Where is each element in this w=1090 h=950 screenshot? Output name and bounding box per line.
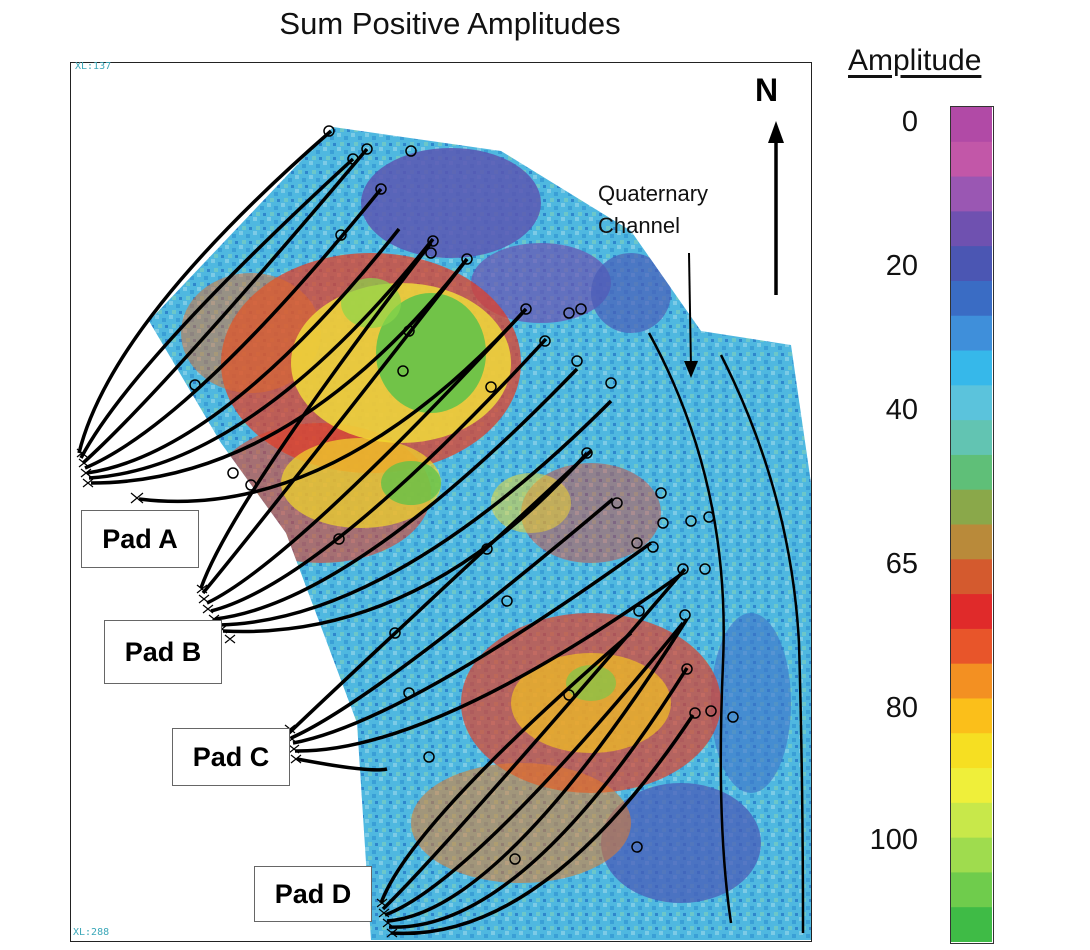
pad-c-label: Pad C: [172, 728, 290, 786]
legend-swatch: [951, 141, 992, 178]
legend-swatch: [951, 107, 992, 143]
pad-a-label: Pad A: [81, 510, 199, 568]
inline-label-top: XL:137: [75, 61, 112, 72]
legend-title: Amplitude: [848, 44, 982, 77]
legend-swatch: [951, 315, 992, 352]
channel-annotation: Quaternary Channel: [598, 178, 708, 242]
legend-swatch: [951, 837, 992, 874]
legend-swatch: [951, 454, 992, 491]
legend-swatch: [951, 385, 992, 421]
pad-d-label: Pad D: [254, 866, 372, 922]
legend-swatch: [951, 872, 992, 908]
legend-tick-label: 65: [885, 548, 918, 580]
legend-tick-label: 80: [885, 692, 918, 724]
inline-label-bottom: XL:288: [73, 927, 110, 938]
legend-tick-label: 20: [885, 250, 918, 282]
legend-tick-label: 100: [869, 824, 918, 856]
legend-swatch: [951, 211, 992, 247]
legend-swatch: [951, 802, 992, 839]
legend-swatch: [951, 246, 992, 282]
legend-tick-label: 40: [885, 394, 918, 426]
annotation-line-2: Channel: [598, 213, 680, 238]
amplitude-map: XL:137 XL:288: [70, 61, 812, 942]
north-label: N: [755, 72, 779, 108]
legend-swatch: [951, 559, 992, 595]
legend-swatch: [951, 176, 992, 212]
annotation-line-1: Quaternary: [598, 181, 709, 206]
legend-tick-label: 0: [901, 106, 918, 138]
legend-swatch: [951, 350, 992, 386]
legend-swatch: [951, 907, 992, 942]
legend-swatch: [951, 698, 992, 734]
legend-swatch: [951, 280, 992, 317]
legend-swatch: [951, 768, 992, 804]
legend-swatch: [951, 628, 992, 665]
page-title: Sum Positive Amplitudes: [279, 6, 621, 41]
legend-swatch: [951, 663, 992, 700]
legend-swatch: [951, 489, 992, 526]
legend-swatch: [951, 524, 992, 560]
legend-swatch: [951, 733, 992, 769]
legend-swatch: [951, 594, 992, 630]
pad-b-label: Pad B: [104, 620, 222, 684]
map-canvas: [76, 121, 811, 940]
legend-swatch: [951, 420, 992, 456]
legend-colorbar: [950, 106, 994, 944]
